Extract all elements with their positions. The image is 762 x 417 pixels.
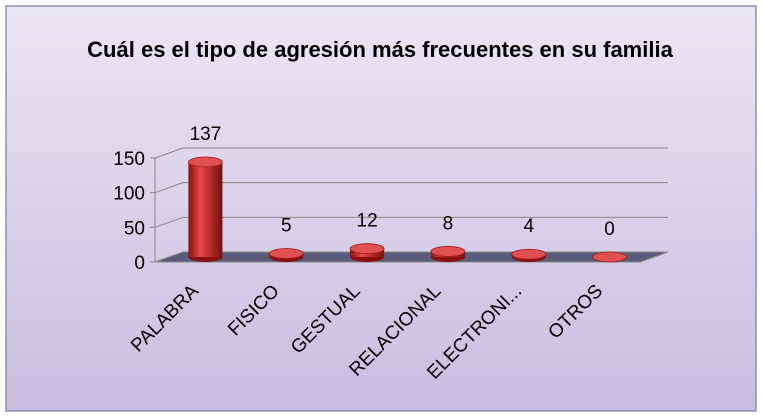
- chart-title: Cuál es el tipo de agresión más frecuent…: [87, 37, 673, 62]
- cylinder-top: [268, 248, 304, 259]
- y-tick-label: 150: [113, 149, 145, 170]
- grid-line: [154, 182, 668, 194]
- grid-line: [154, 251, 668, 263]
- floor-edge: [639, 251, 669, 263]
- grid-line: [154, 147, 668, 159]
- value-label: 8: [443, 213, 454, 234]
- y-tick-label: 0: [134, 253, 145, 274]
- floor: [154, 251, 669, 263]
- y-tick-label: 50: [124, 218, 145, 239]
- cylinder-top: [430, 246, 466, 257]
- value-label: 12: [357, 211, 378, 232]
- y-tick-label: 100: [113, 184, 145, 205]
- background: [5, 5, 757, 412]
- cylinder-top: [511, 248, 547, 260]
- bar: [188, 162, 223, 257]
- value-label: 4: [523, 216, 534, 237]
- value-label: 5: [281, 216, 292, 237]
- value-label: 137: [190, 124, 222, 145]
- grid-line: [154, 216, 668, 228]
- value-label: 0: [604, 219, 615, 240]
- cylinder-top: [188, 156, 223, 168]
- cylinder-top: [349, 243, 385, 255]
- cylinder-top: [592, 251, 627, 263]
